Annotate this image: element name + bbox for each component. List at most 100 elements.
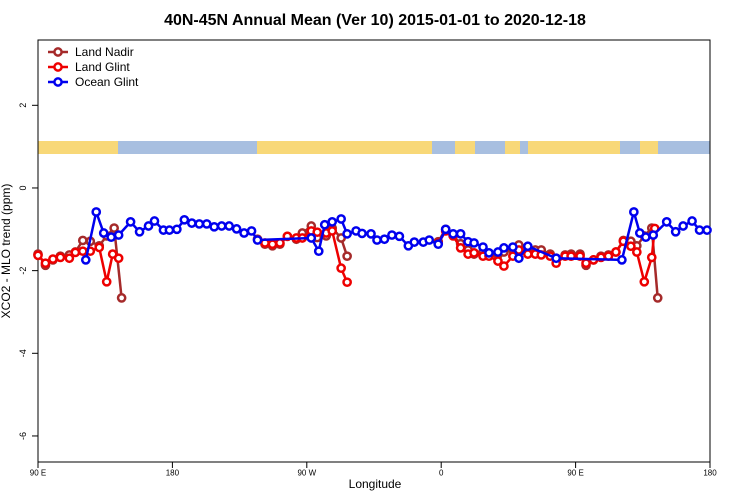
data-point (379, 234, 390, 245)
legend-marker (53, 77, 63, 87)
data-point (306, 233, 317, 243)
data-point (433, 239, 444, 250)
data-point (194, 219, 205, 229)
data-point (522, 241, 533, 252)
data-point (639, 276, 650, 287)
data-point (77, 246, 88, 257)
data-point (164, 225, 175, 235)
data-point (312, 227, 323, 238)
data-point (342, 277, 352, 288)
data-point (469, 248, 479, 258)
data-point (116, 293, 127, 303)
data-point (640, 232, 651, 243)
land-ocean-strip (38, 141, 710, 154)
data-point (631, 247, 642, 257)
data-point (478, 242, 488, 252)
y-tick-label: -4 (18, 349, 28, 357)
data-point (40, 258, 51, 269)
x-tick-label: 180 (166, 469, 180, 478)
data-point (143, 221, 154, 231)
data-point (109, 223, 120, 233)
data-point (617, 255, 627, 265)
data-point (319, 219, 330, 230)
data-point (661, 217, 672, 227)
x-tick-label: 90 W (297, 469, 316, 478)
data-point (186, 218, 197, 228)
data-point (551, 253, 562, 264)
data-point (424, 235, 435, 245)
data-point (499, 261, 509, 271)
data-point (216, 221, 227, 231)
data-point (48, 254, 58, 264)
legend-marker (53, 47, 63, 57)
y-tick-label: -2 (18, 267, 28, 275)
data-point (113, 230, 124, 240)
data-point (80, 255, 91, 265)
data-point (394, 231, 405, 242)
data-point (514, 253, 524, 264)
x-tick-label: 90 E (567, 469, 583, 478)
data-point (134, 226, 145, 237)
data-point (409, 237, 420, 247)
data-point (179, 214, 190, 225)
data-point (336, 263, 346, 274)
data-point (91, 207, 102, 217)
data-point (172, 224, 182, 235)
data-point (646, 252, 657, 263)
y-tick-label: 2 (18, 103, 28, 108)
data-point (77, 235, 88, 246)
data-point (387, 230, 397, 240)
data-point (98, 228, 109, 238)
data-point (366, 228, 376, 239)
data-point (201, 219, 212, 229)
chart-title: 40N-45N Annual Mean (Ver 10) 2015-01-01 … (164, 12, 586, 29)
data-point (581, 258, 591, 269)
data-point (125, 217, 136, 227)
data-point (33, 250, 43, 261)
data-point (70, 247, 81, 258)
data-point (508, 242, 518, 252)
data-point (342, 251, 352, 262)
data-point (64, 253, 75, 264)
data-point (101, 276, 112, 287)
y-tick-label: 0 (18, 185, 28, 190)
data-point (336, 214, 346, 224)
data-point (246, 226, 257, 236)
data-point (455, 228, 466, 239)
data-point (670, 226, 681, 237)
data-point (357, 228, 367, 239)
data-point (252, 235, 263, 245)
data-point (702, 225, 712, 235)
x-tick-label: 180 (703, 469, 717, 478)
data-point (694, 225, 705, 235)
data-point (648, 230, 659, 240)
y-axis-label: XCO2 - MLO trend (ppm) (0, 184, 13, 319)
legend-label: Ocean Glint (75, 75, 139, 89)
data-point (372, 235, 382, 245)
data-point (469, 238, 479, 248)
x-tick-label: 90 E (30, 469, 46, 478)
data-point (94, 242, 105, 253)
data-point (687, 216, 697, 226)
y-tick-label: -6 (18, 432, 28, 440)
data-point (499, 243, 509, 253)
data-point (55, 252, 66, 263)
data-point (448, 228, 458, 239)
data-point (440, 224, 451, 235)
x-axis-label: Longitude (349, 477, 402, 491)
data-point (493, 256, 503, 266)
data-point (678, 221, 688, 231)
data-point (113, 253, 124, 264)
data-point (342, 228, 352, 239)
data-point (231, 224, 242, 234)
data-point (239, 228, 249, 238)
data-point (455, 243, 466, 253)
data-point (652, 293, 663, 303)
data-point (327, 217, 338, 227)
data-point (626, 241, 636, 252)
legend-label: Land Nadir (75, 45, 134, 59)
data-point (484, 248, 494, 258)
